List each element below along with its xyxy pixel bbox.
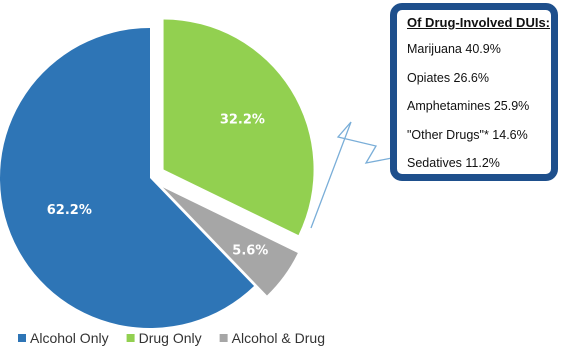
- legend-swatch-alcohol-only: [18, 334, 26, 342]
- slice-label-alcohol-drug: 5.6%: [232, 243, 268, 258]
- breakdown-title: Of Drug-Involved DUIs:: [407, 15, 551, 30]
- legend: Alcohol Only Drug Only Alcohol & Drug: [18, 330, 325, 346]
- legend-label-drug-only: Drug Only: [139, 330, 202, 346]
- legend-label-alcohol-only: Alcohol Only: [30, 330, 109, 346]
- breakdown-item: Opiates 26.6%: [407, 70, 489, 85]
- slice-labels: 62.2% 32.2% 5.6%: [47, 113, 269, 259]
- callout-connector: [310, 121, 393, 229]
- breakdown-item: Sedatives 11.2%: [407, 156, 500, 170]
- legend-label-alcohol-drug: Alcohol & Drug: [232, 330, 325, 346]
- slice-label-alcohol-only: 62.2%: [47, 203, 92, 218]
- slice-label-drug-only: 32.2%: [220, 113, 265, 128]
- breakdown-item: Marijuana 40.9%: [407, 42, 501, 56]
- legend-swatch-drug-only: [126, 334, 135, 342]
- pie-slices: [0, 19, 314, 328]
- breakdown-item: "Other Drugs"* 14.6%: [407, 127, 528, 142]
- legend-swatch-alcohol-drug: [219, 334, 228, 342]
- pie-slice-alcohol-drug: [162, 187, 298, 296]
- drug-breakdown-box: Of Drug-Involved DUIs: Marijuana 40.9% O…: [390, 3, 558, 181]
- pie-slice-alcohol-only: [0, 28, 255, 328]
- pie-slice-drug-only: [163, 19, 314, 236]
- breakdown-item: Amphetamines 25.9%: [407, 99, 530, 113]
